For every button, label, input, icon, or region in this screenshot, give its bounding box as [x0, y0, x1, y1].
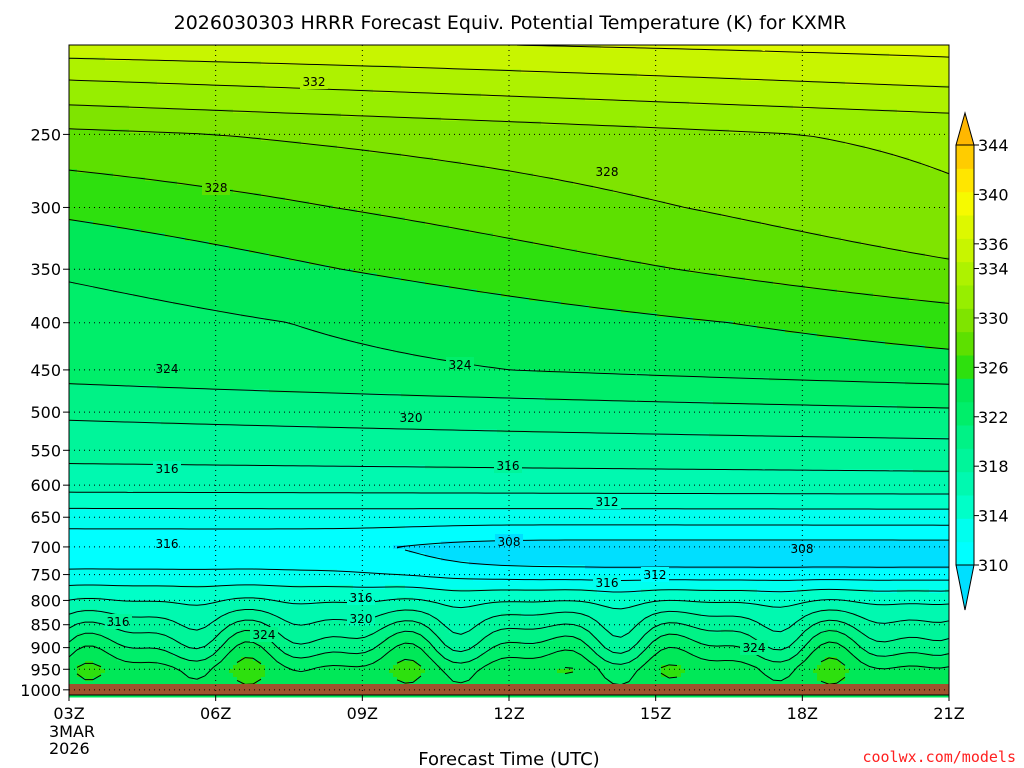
colorbar: 310 314 318 322 326 330 334 336 340 344 — [955, 111, 1009, 611]
x-tick-label: 06Z — [200, 704, 231, 723]
colorbar-segment — [956, 261, 974, 286]
colorbar-tick-label: 340 — [978, 185, 1009, 204]
colorbar-under-arrow — [955, 564, 975, 611]
contour-label: 308 — [788, 541, 816, 556]
contour-label: 332 — [300, 74, 328, 89]
colorbar-tick-label: 314 — [978, 507, 1009, 526]
x-tick-label: 12Z — [493, 704, 524, 723]
contour-label: 316 — [104, 614, 132, 629]
contour-label: 316 — [494, 458, 522, 473]
x-date-label: 3MAR — [49, 722, 95, 741]
contour-label: 324 — [153, 361, 181, 376]
colorbar-segment — [956, 215, 974, 239]
plot-area — [69, 45, 950, 698]
colorbar-segment — [956, 238, 974, 263]
y-tick-label: 300 — [30, 198, 61, 217]
colorbar-segment — [956, 518, 974, 543]
contour-label: 316 — [347, 590, 375, 605]
y-tick-label: 750 — [30, 566, 61, 585]
x-tick-label: 21Z — [933, 704, 964, 723]
y-tick-label: 950 — [30, 660, 61, 679]
contour-label: 312 — [641, 567, 669, 582]
y-tick-label: 550 — [30, 441, 61, 460]
colorbar-segment — [956, 541, 974, 566]
colorbar-segment — [956, 401, 974, 426]
x-tick-label: 15Z — [640, 704, 671, 723]
contour-label: 316 — [593, 575, 621, 590]
x-axis: 03Z 06Z 09Z 12Z 15Z 18Z 21Z — [53, 695, 965, 723]
y-tick-label: 350 — [30, 260, 61, 279]
colorbar-tick-label: 344 — [978, 136, 1009, 155]
colorbar-tick-label: 334 — [978, 260, 1009, 279]
contour-label: 312 — [593, 494, 621, 509]
contour-label: 320 — [347, 611, 375, 626]
y-tick-label: 700 — [30, 538, 61, 557]
colorbar-segment — [956, 308, 974, 333]
contour-label: 328 — [202, 180, 230, 195]
colorbar-segment — [956, 145, 974, 169]
grid-lines — [69, 45, 949, 695]
y-tick-label: 400 — [30, 314, 61, 333]
colorbar-segment — [956, 448, 974, 473]
y-tick-label: 1000 — [20, 681, 61, 700]
contour-label: 328 — [593, 164, 621, 179]
contour-lines — [68, 44, 950, 686]
colorbar-tick-label: 310 — [978, 556, 1009, 575]
y-tick-label: 900 — [30, 639, 61, 658]
chart-title: 2026030303 HRRR Forecast Equiv. Potentia… — [174, 12, 847, 34]
colorbar-tick-label: 336 — [978, 235, 1009, 254]
contour-label: 324 — [446, 357, 474, 372]
colorbar-segment — [956, 425, 974, 449]
y-tick-label: 600 — [30, 476, 61, 495]
colorbar-segment — [956, 495, 974, 519]
x-axis-label: Forecast Time (UTC) — [418, 749, 599, 768]
colorbar-segment — [956, 378, 974, 403]
colorbar-segment — [956, 168, 974, 193]
y-tick-label: 500 — [30, 403, 61, 422]
y-tick-label: 650 — [30, 508, 61, 527]
colorbar-tick-label: 322 — [978, 408, 1009, 427]
colorbar-tick-label: 318 — [978, 457, 1009, 476]
colorbar-frame — [955, 144, 975, 566]
y-tick-label: 250 — [30, 125, 61, 144]
x-tick-label: 09Z — [347, 704, 378, 723]
y-tick-label: 450 — [30, 361, 61, 380]
colorbar-tick-label: 326 — [978, 358, 1009, 377]
colorbar-segment — [956, 355, 974, 379]
colorbar-segment — [956, 471, 974, 496]
colorbar-segment — [956, 285, 974, 309]
colorbar-segment — [956, 191, 974, 216]
colorbar-segment — [956, 331, 974, 356]
contour-label: 320 — [397, 410, 425, 425]
contour-label: 324 — [250, 627, 278, 642]
y-axis: 250 300 350 400 450 500 550 600 650 700 750 800 850 9… — [20, 125, 69, 700]
contour-label: 316 — [153, 461, 181, 476]
contour-label: 308 — [495, 534, 523, 549]
contour-label: 316 — [153, 536, 181, 551]
colorbar-over-arrow — [955, 111, 975, 146]
x-tick-label: 18Z — [787, 704, 818, 723]
credit-text: coolwx.com/models — [862, 748, 1016, 766]
x-tick-label: 03Z — [53, 704, 84, 723]
contour-labels: 332 328 328 324 324 320 316 316 312 316 308 308 312 3… — [104, 74, 816, 655]
y-tick-label: 850 — [30, 616, 61, 635]
y-tick-label: 800 — [30, 591, 61, 610]
colorbar-tick-label: 330 — [978, 309, 1009, 328]
x-date-label: 2026 — [49, 739, 90, 758]
